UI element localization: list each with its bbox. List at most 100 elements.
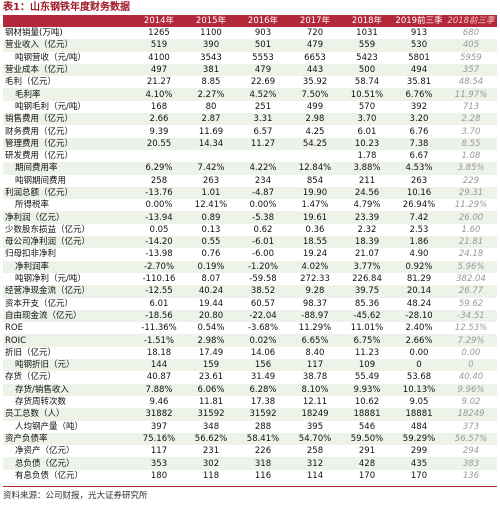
cell: 272.33	[300, 274, 330, 285]
table-row: 营业成本（亿元） 497 381 479 443 500 494 357	[3, 63, 497, 77]
cell: 2.53	[409, 224, 429, 235]
cell: 1031	[356, 28, 378, 39]
cell: 2.40%	[405, 323, 433, 334]
cell: -14.20	[133, 236, 185, 249]
cell: 494	[393, 63, 445, 77]
row-label: 吨钢毛利（元/吨）	[15, 101, 86, 112]
header-row: 2014年 2015年 2016年 2017年 2018年 2019前三季 2018前三季	[3, 15, 497, 27]
cell: 18881	[393, 408, 445, 421]
cell: 6.28%	[237, 383, 289, 396]
cell: 348	[202, 421, 220, 432]
cell: 392	[410, 101, 428, 112]
cell: 54.25	[289, 137, 341, 150]
cell: 7.50%	[289, 88, 341, 101]
column-header: 2017年	[289, 15, 341, 27]
cell: 48.24	[406, 298, 432, 309]
cell: 59.50%	[341, 432, 393, 446]
cell: 0.00	[461, 347, 481, 358]
cell: 0.05	[149, 224, 169, 235]
column-header: 2014年	[133, 15, 185, 27]
cell: 56.62%	[185, 432, 237, 446]
cell: 20.80	[185, 309, 237, 323]
cell: -13.94	[133, 211, 185, 224]
cell: 35.81	[406, 77, 432, 88]
cell: 168	[150, 101, 168, 112]
cell: 31.49	[250, 372, 276, 383]
cell: 903	[254, 28, 272, 39]
cell: 116	[254, 470, 272, 481]
cell: 428	[341, 457, 393, 470]
row-label: 总负债（亿元）	[3, 457, 133, 470]
cell: 4.02%	[289, 260, 341, 273]
table-row: 资产负债率 75.16% 56.62% 58.41% 54.70% 59.50% 59.29…	[3, 432, 497, 446]
cell: 226	[254, 446, 272, 457]
table-row: 研发费用（亿元） 1.78 6.67 1.08	[3, 150, 497, 162]
cell: 1265	[148, 28, 170, 39]
cell: 263	[202, 175, 220, 186]
row-label: 利润总额（亿元）	[3, 186, 133, 200]
cell: 0	[445, 359, 497, 372]
cell: 6.06%	[185, 383, 237, 396]
cell: 12.11	[302, 397, 328, 408]
table-row: 财务费用（亿元） 9.39 11.69 6.57 4.25 6.01 6.76 3.70	[3, 125, 497, 137]
cell: 19.24	[302, 249, 328, 260]
row-label: 自由现金流（亿元）	[3, 309, 133, 323]
cell: 18.39	[341, 236, 393, 249]
cell: 38.52	[237, 285, 289, 298]
cell: 357	[445, 63, 497, 77]
cell: 0.02%	[237, 334, 289, 347]
cell: 9.28	[289, 285, 341, 298]
cell: -59.58	[249, 274, 277, 285]
cell: 12.84%	[289, 162, 341, 175]
cell: 118	[202, 470, 220, 481]
cell: 4.79%	[353, 200, 381, 211]
cell: 9.02	[461, 397, 481, 408]
cell: 11.27	[237, 137, 289, 150]
cell: 1.01	[185, 186, 237, 200]
cell: 3.85%	[445, 162, 497, 175]
row-label: 存货（亿元）	[5, 372, 57, 383]
table-row: 期间费用率 6.29% 7.42% 4.22% 12.84% 3.88% 4.53% 3.85…	[3, 162, 497, 175]
cell: 7.88%	[133, 383, 185, 396]
cell: 0.36	[305, 224, 325, 235]
cell: 18249	[445, 408, 497, 421]
cell: 231	[202, 446, 220, 457]
cell: 12.53%	[454, 323, 488, 334]
cell: 81.29	[406, 274, 432, 285]
row-label: 吨钢期间费用	[15, 175, 67, 186]
cell: 1.78	[357, 151, 377, 162]
cell: 48.54	[458, 77, 484, 88]
cell: 3543	[200, 52, 222, 63]
cell: 10.13%	[393, 383, 445, 396]
cell: 443	[289, 63, 341, 77]
cell: 680	[462, 28, 480, 39]
cell: 6.67	[409, 151, 429, 162]
cell: 6.01	[149, 298, 169, 309]
cell: 6.76%	[393, 88, 445, 101]
cell: 302	[185, 457, 237, 470]
table-row: 营业收入（亿元） 519 390 501 479 559 530 405	[3, 39, 497, 52]
cell: 2.66%	[393, 334, 445, 347]
cell: 18881	[341, 408, 393, 421]
cell: 294	[462, 446, 480, 457]
cell: 59.62	[458, 298, 484, 309]
cell: 251	[254, 101, 272, 112]
table-row: ROE -11.36% 0.54% -3.68% 11.29% 11.01% 2.40% 12…	[3, 322, 497, 334]
cell: 117	[150, 446, 168, 457]
cell: 546	[358, 421, 376, 432]
table-row: 销售费用（亿元） 2.66 2.87 3.31 2.98 3.70 3.20 2.28	[3, 113, 497, 126]
cell: 56.57%	[445, 432, 497, 446]
row-label: 归母扣非净利	[5, 249, 57, 260]
cell: 18249	[289, 408, 341, 421]
cell: 497	[133, 63, 185, 77]
table-row: 毛利率 4.10% 2.27% 4.52% 7.50% 10.51% 6.76% 11.97%	[3, 88, 497, 101]
cell: 2.28	[445, 113, 497, 126]
cell: 397	[150, 421, 168, 432]
cell: 0.00%	[145, 200, 173, 211]
row-label: 净利润（亿元）	[3, 211, 133, 224]
table-row: 经营净现金流（亿元） -12.55 40.24 38.52 9.28 39.75 20.14…	[3, 285, 497, 298]
cell: 11.81	[198, 397, 224, 408]
cell: 144	[133, 359, 185, 372]
cell: 8.10%	[289, 383, 341, 396]
cell: 19.90	[289, 186, 341, 200]
